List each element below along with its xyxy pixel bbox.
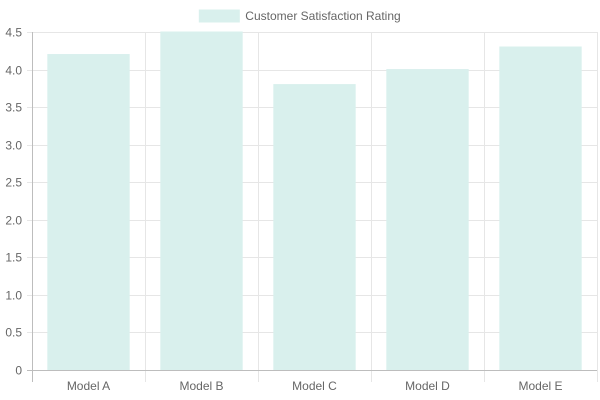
y-tick-label: 4.0 bbox=[5, 64, 22, 78]
bar-model-e[interactable] bbox=[499, 46, 582, 371]
x-tick-label: Model D bbox=[405, 379, 450, 393]
legend[interactable]: Customer Satisfaction Rating bbox=[198, 9, 401, 23]
y-tick-label: 2.5 bbox=[5, 176, 22, 190]
y-tick-label: 0.5 bbox=[5, 326, 22, 340]
bar-model-b[interactable] bbox=[160, 31, 243, 371]
y-tick-label: 2.0 bbox=[5, 214, 22, 228]
y-tick-label: 3.5 bbox=[5, 101, 22, 115]
x-tick-label: Model B bbox=[179, 379, 223, 393]
legend-swatch[interactable] bbox=[198, 9, 240, 23]
bars-layer bbox=[47, 31, 582, 371]
x-tick-label: Model A bbox=[67, 379, 110, 393]
y-tick-label: 1.5 bbox=[5, 251, 22, 265]
axis-layer: 0 0.5 1.0 1.5 2.0 2.5 3.0 3.5 4.0 4.5 Model A Model… bbox=[5, 26, 597, 393]
y-tick-label: 0 bbox=[15, 364, 22, 378]
x-tick-label: Model E bbox=[518, 379, 562, 393]
y-tick-label: 4.5 bbox=[5, 26, 22, 40]
bar-model-a[interactable] bbox=[47, 54, 130, 371]
y-tick-label: 1.0 bbox=[5, 289, 22, 303]
bar-model-c[interactable] bbox=[273, 84, 356, 371]
legend-label[interactable]: Customer Satisfaction Rating bbox=[245, 9, 400, 23]
x-tick-label: Model C bbox=[292, 379, 337, 393]
bar-model-d[interactable] bbox=[386, 69, 469, 371]
y-tick-label: 3.0 bbox=[5, 139, 22, 153]
